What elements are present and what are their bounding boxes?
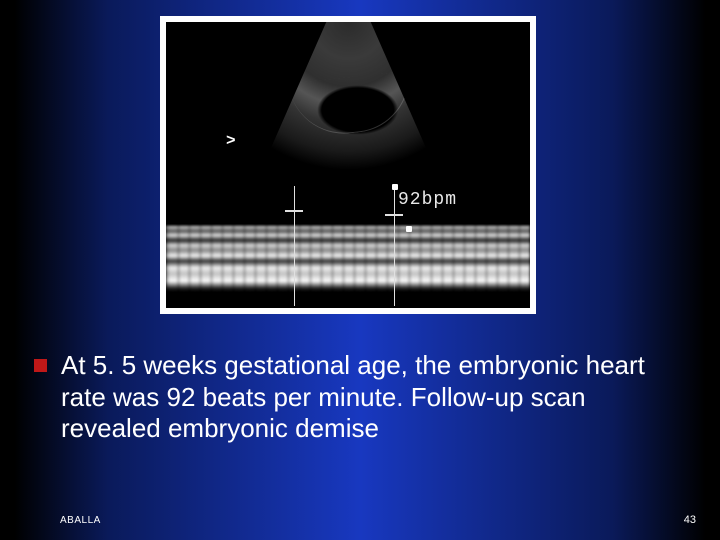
ultrasound-image-frame: > 92bpm xyxy=(160,16,536,314)
footer-author: ABALLA xyxy=(60,515,101,526)
caliper-line-2 xyxy=(394,186,395,306)
depth-marker-icon: > xyxy=(226,132,236,150)
footer-page-number: 43 xyxy=(684,514,696,526)
ultrasound-image: > 92bpm xyxy=(166,22,530,308)
bullet-marker-icon xyxy=(34,359,47,372)
mmode-trace xyxy=(166,218,530,308)
caliper-line-1 xyxy=(294,186,295,306)
caliper-tick-1 xyxy=(285,210,303,212)
bullet-item: At 5. 5 weeks gestational age, the embry… xyxy=(34,350,686,445)
caliper-tick-2 xyxy=(385,214,403,216)
bullet-text: At 5. 5 weeks gestational age, the embry… xyxy=(61,350,686,445)
bpm-readout: 92bpm xyxy=(398,190,457,210)
caliper-dot-2 xyxy=(406,226,412,232)
bmode-sector xyxy=(256,22,441,182)
